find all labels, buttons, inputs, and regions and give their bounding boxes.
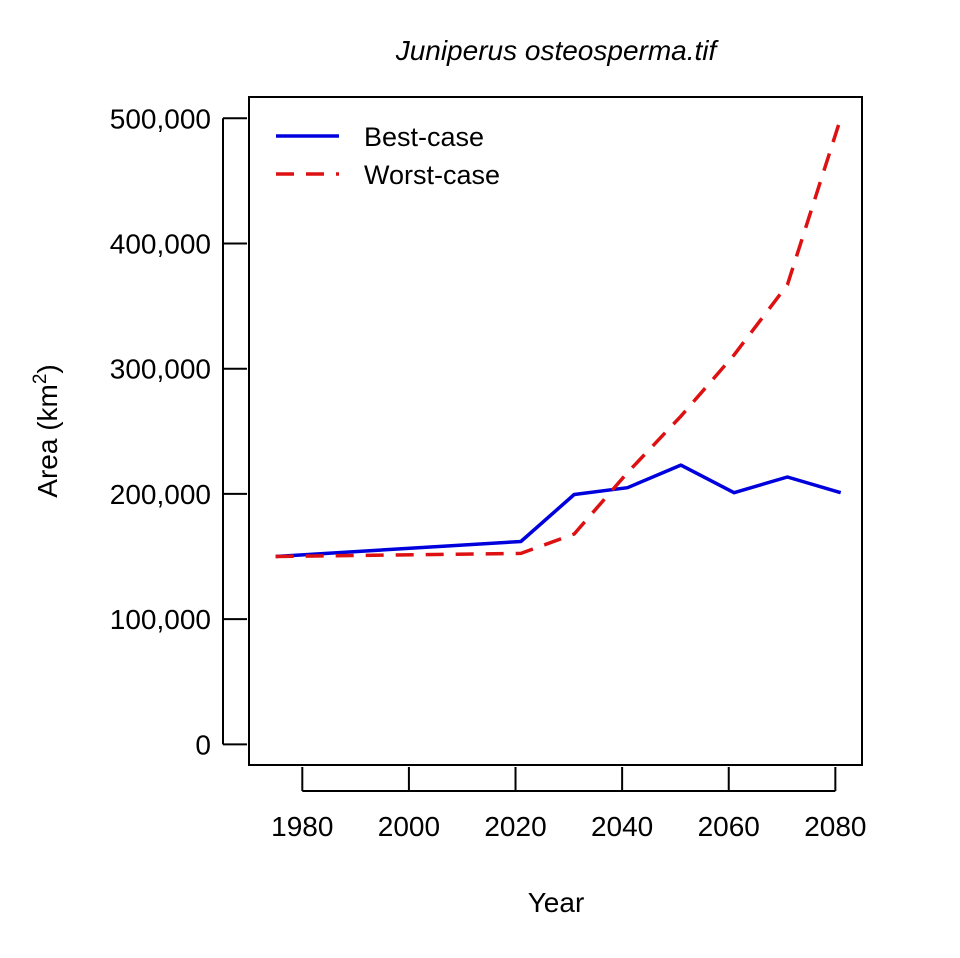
series-line-worst-case: [275, 117, 843, 559]
y-tick-label: 0: [195, 729, 211, 760]
legend-label-best-case: Best-case: [364, 122, 484, 152]
y-tick-label: 400,000: [110, 228, 211, 259]
x-tick-label: 1980: [271, 811, 333, 842]
y-tick-label: 200,000: [110, 479, 211, 510]
y-tick-label: 300,000: [110, 354, 211, 385]
y-axis-label-superscript: 2: [30, 374, 51, 385]
y-axis-label: Area (km2): [30, 364, 63, 497]
y-tick-label: 500,000: [110, 103, 211, 134]
x-axis-label: Year: [528, 887, 585, 918]
series-layer: [275, 117, 843, 559]
legend-label-worst-case: Worst-case: [364, 160, 500, 190]
x-tick-label: 2060: [698, 811, 760, 842]
x-tick-label: 2040: [591, 811, 653, 842]
series-line-best-case: [275, 463, 842, 559]
y-tick-label: 100,000: [110, 604, 211, 635]
legend: Best-case Worst-case: [276, 122, 500, 190]
plot-frame: [248, 96, 863, 766]
y-axis-label-main: Area (km: [32, 384, 63, 498]
y-axis-label-close: ): [32, 364, 63, 373]
y-axis: 0 100,000 200,000 300,000 400,000 500,000: [110, 103, 247, 760]
x-tick-label: 2020: [484, 811, 546, 842]
x-tick-label: 2080: [804, 811, 866, 842]
x-axis: 1980 2000 2020 2040 2060 2080: [271, 767, 866, 842]
chart-title: Juniperus osteosperma.tif: [395, 35, 720, 66]
x-tick-label: 2000: [378, 811, 440, 842]
